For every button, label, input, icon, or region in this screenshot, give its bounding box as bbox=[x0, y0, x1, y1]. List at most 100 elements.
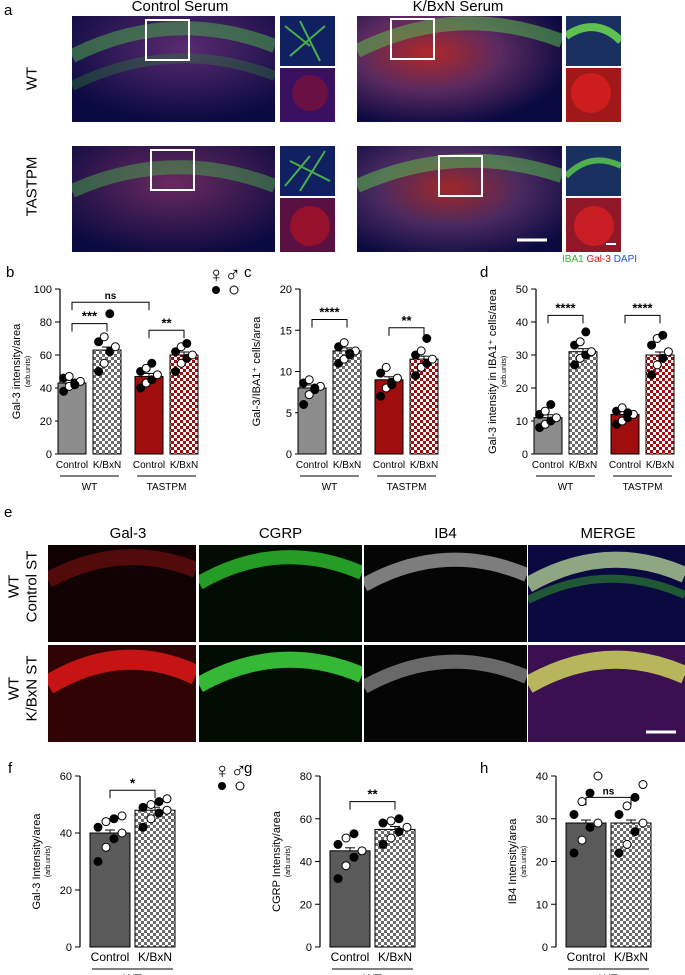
inset-tastpm-control-iba1 bbox=[280, 146, 335, 196]
y-tick-label: 0 bbox=[542, 942, 548, 954]
row-label-tastpm: TASTPM bbox=[23, 156, 41, 217]
significance-bracket bbox=[388, 327, 425, 336]
e-col-title-merge: MERGE bbox=[580, 525, 636, 542]
sex-symbols-f: ♀♂ bbox=[214, 760, 247, 782]
bar-2 bbox=[134, 375, 164, 455]
data-point bbox=[638, 780, 648, 790]
col-title-kbxn-serum: K/BxN Serum bbox=[412, 0, 504, 15]
data-point bbox=[94, 367, 104, 376]
y-tick-label: 20 bbox=[280, 284, 292, 296]
group-label-0: WT bbox=[322, 482, 338, 493]
data-point bbox=[586, 347, 596, 357]
data-point bbox=[386, 833, 396, 843]
data-point bbox=[152, 370, 162, 380]
category-label-0: Control bbox=[296, 460, 328, 471]
e-micrograph-gal3-kbxn bbox=[48, 645, 196, 742]
category-label-0: Control bbox=[91, 950, 130, 964]
significance-bracket bbox=[585, 796, 632, 806]
data-point bbox=[422, 334, 432, 343]
data-point bbox=[378, 818, 388, 828]
data-point bbox=[402, 822, 412, 832]
significance-bracket bbox=[624, 314, 661, 324]
data-point bbox=[146, 814, 156, 824]
y-tick-label: 20 bbox=[300, 899, 312, 911]
data-point bbox=[93, 822, 103, 832]
e-micrograph-merge-kbxn bbox=[528, 645, 685, 742]
chart-c: 0 5 10 15 20 Gal-3/IBA1⁺ cells/area Control K/B… bbox=[240, 270, 476, 510]
y-tick-label: 40 bbox=[60, 828, 72, 840]
data-point bbox=[357, 846, 367, 856]
data-point bbox=[540, 406, 550, 416]
category-label-2: Control bbox=[609, 460, 641, 471]
data-point bbox=[546, 400, 556, 409]
male-symbol: ♂ bbox=[230, 758, 248, 783]
y-tick-label: 0 bbox=[286, 449, 292, 461]
e-micrograph-merge-control bbox=[528, 545, 685, 642]
data-point bbox=[171, 367, 181, 376]
data-point bbox=[110, 342, 120, 352]
e-row-label-wt-1: WT bbox=[5, 574, 23, 599]
bar-1 bbox=[610, 822, 652, 948]
significance-bracket bbox=[71, 323, 108, 332]
group-label-0: WT bbox=[558, 482, 574, 493]
significance-label-1: ** bbox=[401, 313, 412, 328]
y-tick-label: 40 bbox=[516, 317, 528, 329]
group-label-1: TASTPM bbox=[147, 482, 187, 493]
data-point bbox=[416, 346, 426, 356]
data-point bbox=[585, 788, 595, 798]
panel-letter-g: g bbox=[244, 760, 253, 777]
data-point bbox=[70, 380, 80, 390]
data-point bbox=[386, 816, 396, 826]
bar-0 bbox=[57, 382, 87, 455]
data-point bbox=[138, 822, 148, 832]
significance-label-0: *** bbox=[82, 309, 98, 324]
e-col-title-ib4: IB4 bbox=[434, 525, 457, 542]
significance-bracket bbox=[311, 319, 348, 328]
category-label-1: K/BxN bbox=[93, 460, 121, 471]
female-symbol: ♀ bbox=[208, 262, 225, 287]
data-point bbox=[663, 347, 673, 357]
data-point bbox=[101, 842, 111, 852]
data-point bbox=[581, 327, 591, 337]
data-point bbox=[147, 375, 157, 385]
data-point bbox=[146, 800, 156, 809]
data-point bbox=[341, 861, 351, 871]
data-point bbox=[577, 797, 587, 807]
data-point bbox=[638, 818, 648, 828]
data-point bbox=[647, 340, 657, 350]
category-label-1: K/BxN bbox=[614, 950, 648, 964]
chart-svg-f: 0 20 40 60 Gal-3 Intensity/area (arb.units) Co… bbox=[31, 771, 176, 975]
data-point bbox=[310, 383, 320, 393]
inset-wt-kbxn-gal3 bbox=[566, 68, 621, 122]
y-axis-unit: (arb.units) bbox=[25, 356, 32, 388]
y-tick-label: 80 bbox=[40, 317, 52, 329]
data-point bbox=[304, 390, 314, 400]
chart-svg-h: 0 10 20 30 40 IB4 Intensity/area (arb.units) Co… bbox=[507, 771, 652, 975]
y-tick-label: 0 bbox=[46, 449, 52, 461]
group-label-0: WT bbox=[82, 482, 98, 493]
female-symbol: ♀ bbox=[214, 758, 231, 783]
channel-legend: IBA1 Gal-3 DAPI bbox=[562, 254, 637, 265]
data-point bbox=[551, 413, 561, 423]
y-tick-label: 10 bbox=[536, 899, 548, 911]
significance-label-1: **** bbox=[632, 300, 653, 315]
data-point bbox=[617, 403, 627, 413]
group-label-1: TASTPM bbox=[387, 482, 427, 493]
data-point bbox=[109, 834, 119, 844]
inset-tastpm-control-gal3 bbox=[280, 198, 335, 252]
y-axis-label: IB4 Intensity/area bbox=[507, 818, 519, 904]
micrograph-wt-control bbox=[72, 16, 275, 122]
y-tick-label: 0 bbox=[306, 942, 312, 954]
data-point bbox=[117, 811, 127, 821]
y-tick-label: 10 bbox=[280, 367, 292, 379]
data-point bbox=[593, 771, 603, 781]
legend-iba1: IBA1 bbox=[562, 254, 584, 265]
panel-letter-e: e bbox=[4, 504, 13, 521]
sex-markers-f bbox=[218, 781, 245, 791]
chart-d: 0 10 20 30 40 50 Gal-3 intensity in IBA1⁺ cell… bbox=[476, 270, 685, 510]
panel-letter-c: c bbox=[244, 264, 252, 281]
y-tick-label: 60 bbox=[300, 814, 312, 826]
data-point bbox=[658, 330, 668, 340]
data-point bbox=[575, 337, 585, 347]
data-point bbox=[394, 827, 404, 837]
